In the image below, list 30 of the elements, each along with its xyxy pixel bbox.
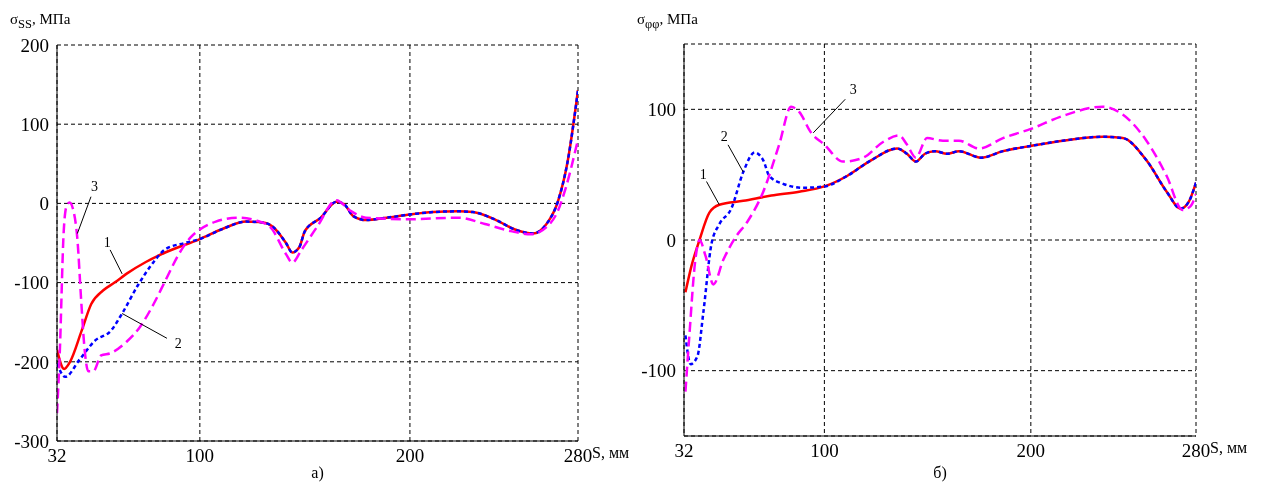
y-tick-label: -100 (14, 272, 49, 294)
y-tick-label: 200 (20, 34, 49, 56)
x-axis-title: S, мм (592, 444, 630, 461)
annotation: 3 (90, 178, 98, 194)
y-tick-label: -200 (14, 351, 49, 373)
annotation: 3 (849, 82, 857, 98)
y-tick-label: 100 (20, 113, 49, 135)
y-tick-label: 0 (666, 229, 676, 251)
x-tick-label: 100 (810, 440, 839, 462)
y-tick-label: -100 (641, 360, 676, 382)
text: а) (310, 464, 325, 482)
y-tick-label: 0 (39, 193, 49, 215)
text: б) (932, 464, 948, 482)
y-axis-title: σ$_{φφ}$, МПа (637, 11, 698, 32)
x-tick-label: 32 (674, 440, 694, 462)
x-axis-title: S, мм (1210, 439, 1248, 456)
annotation: 1 (103, 235, 111, 251)
y-tick-label: 100 (647, 99, 676, 121)
y-axis-title: σ$_{SS}$, МПа (10, 11, 71, 32)
x-tick-label: 100 (185, 445, 215, 467)
y-tick-label: -300 (14, 430, 49, 452)
line-series (684, 105, 1196, 393)
annotation: 1 (699, 166, 707, 182)
x-tick-label: 32 (47, 445, 67, 467)
annotation: 2 (720, 129, 728, 145)
x-tick-label: 200 (1016, 440, 1046, 462)
annotation: 2 (174, 335, 182, 351)
x-tick-label: 200 (395, 445, 425, 467)
x-tick-label: 280 (1181, 440, 1211, 462)
x-tick-label: 280 (563, 445, 593, 467)
